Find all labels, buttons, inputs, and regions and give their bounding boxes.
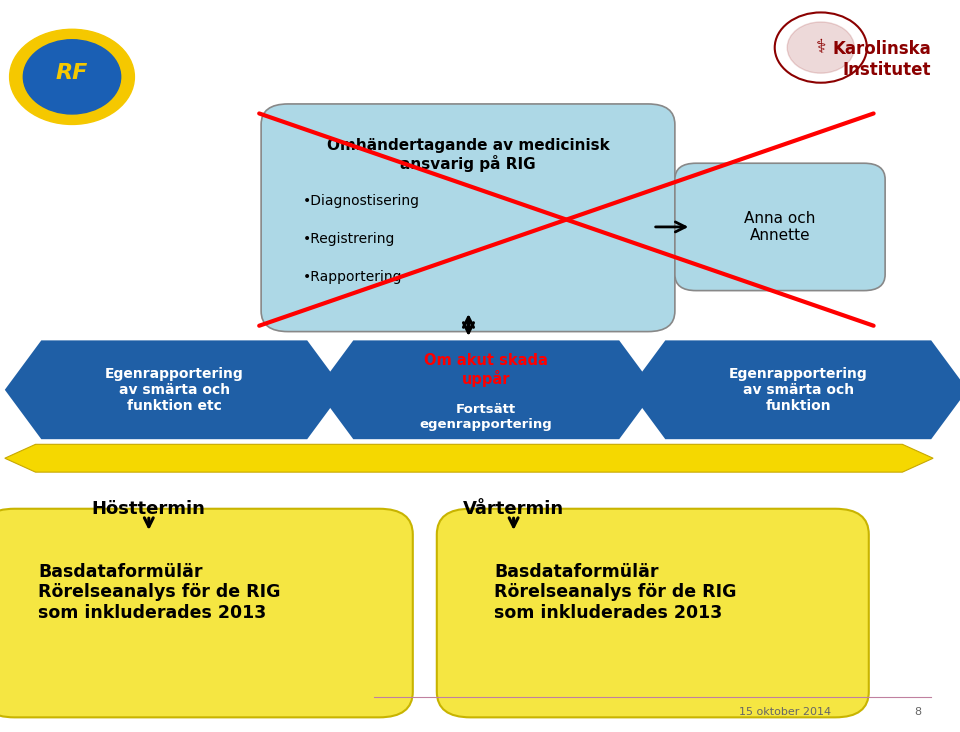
Text: Egenrapportering
av smärta och
funktion etc: Egenrapportering av smärta och funktion …	[105, 367, 244, 413]
Text: •Registrering: •Registrering	[302, 232, 395, 246]
Text: Vårtermin: Vårtermin	[463, 500, 564, 518]
Text: Egenrapportering
av smärta och
funktion: Egenrapportering av smärta och funktion	[729, 367, 868, 413]
Text: ⚕: ⚕	[816, 38, 826, 57]
Text: Hösttermin: Hösttermin	[92, 500, 205, 518]
Text: 8: 8	[915, 706, 922, 717]
Text: Karolinska
Institutet: Karolinska Institutet	[832, 40, 931, 79]
Polygon shape	[5, 444, 933, 472]
FancyBboxPatch shape	[261, 104, 675, 332]
FancyBboxPatch shape	[675, 163, 885, 291]
Text: 15 oktober 2014: 15 oktober 2014	[739, 706, 831, 717]
Text: •Diagnostisering: •Diagnostisering	[302, 194, 420, 208]
Text: Basdataformülär
Rörelseanalys för de RIG
som inkluderades 2013: Basdataformülär Rörelseanalys för de RIG…	[494, 563, 737, 622]
Circle shape	[787, 22, 854, 73]
Circle shape	[10, 29, 134, 124]
Text: RF: RF	[56, 63, 88, 83]
Text: Om akut skada
uppår: Om akut skada uppår	[424, 353, 548, 387]
FancyBboxPatch shape	[437, 509, 869, 717]
Text: Omhändertagande av medicinisk
ansvarig på RIG: Omhändertagande av medicinisk ansvarig p…	[326, 138, 610, 173]
Polygon shape	[317, 340, 656, 439]
FancyBboxPatch shape	[0, 509, 413, 717]
Text: Anna och
Annette: Anna och Annette	[744, 211, 816, 243]
Polygon shape	[5, 340, 344, 439]
Polygon shape	[629, 340, 960, 439]
Text: •Rapportering: •Rapportering	[302, 270, 402, 284]
Text: Basdataformülär
Rörelseanalys för de RIG
som inkluderades 2013: Basdataformülär Rörelseanalys för de RIG…	[38, 563, 281, 622]
Text: Fortsätt
egenrapportering: Fortsätt egenrapportering	[420, 403, 553, 431]
Circle shape	[23, 40, 121, 114]
